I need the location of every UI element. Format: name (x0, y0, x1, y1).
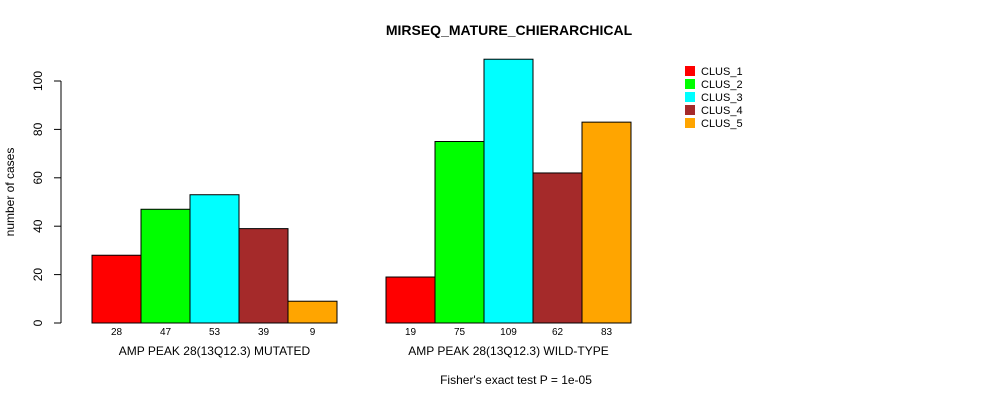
y-axis: 0 20 40 60 80 100 (31, 71, 62, 326)
legend-swatch (685, 79, 695, 89)
y-tick-label: 40 (31, 219, 45, 233)
group-label: AMP PEAK 28(13Q12.3) WILD-TYPE (408, 344, 609, 358)
y-tick-label: 60 (31, 171, 45, 185)
bar-clus-3-group-1 (189, 194, 240, 324)
legend-swatch (685, 118, 695, 128)
bar-clus-2-group-2 (434, 141, 485, 324)
chart-title: MIRSEQ_MATURE_CHIERARCHICAL (386, 22, 633, 38)
legend-swatch (685, 66, 695, 76)
y-tick-label: 20 (31, 268, 45, 282)
bar-clus-1-group-2 (385, 276, 436, 324)
y-tick-label: 100 (31, 71, 45, 91)
group-label: AMP PEAK 28(13Q12.3) MUTATED (119, 344, 311, 358)
bar-count-label: 9 (310, 327, 316, 338)
legend-swatch (685, 92, 695, 102)
legend-label: CLUS_1 (701, 66, 743, 78)
bar-clus-2-group-1 (140, 208, 191, 324)
bar-count-label: 19 (405, 327, 417, 338)
legend-swatch (685, 105, 695, 115)
bar-clus-3-group-2 (483, 58, 534, 324)
fisher-test-annotation: Fisher's exact test P = 1e-05 (440, 373, 592, 387)
legend-label: CLUS_3 (701, 92, 743, 104)
bar-count-label: 28 (111, 327, 123, 338)
legend-label: CLUS_2 (701, 79, 743, 91)
y-tick-label: 0 (31, 319, 45, 326)
legend-label: CLUS_5 (701, 118, 743, 130)
bar-count-label: 62 (552, 327, 564, 338)
bar-count-label: 47 (160, 327, 172, 338)
bar-clus-5-group-2 (581, 121, 632, 324)
bar-clus-1-group-1 (91, 254, 142, 324)
group-labels: AMP PEAK 28(13Q12.3) MUTATED AMP PEAK 28(… (119, 344, 609, 358)
y-axis-label: number of cases (3, 148, 17, 237)
bar-count-label: 53 (209, 327, 221, 338)
legend-label: CLUS_4 (701, 105, 743, 117)
bar-clus-4-group-1 (238, 228, 289, 324)
bar-clus-5-group-1 (287, 300, 338, 324)
bar-count-label: 75 (454, 327, 466, 338)
bar-count-label: 109 (500, 327, 517, 338)
bar-count-label: 39 (258, 327, 270, 338)
y-tick-label: 80 (31, 122, 45, 136)
bars (91, 58, 632, 324)
bar-count-labels: 28 47 53 39 9 19 75 109 62 83 (111, 327, 613, 338)
bar-clus-4-group-2 (532, 172, 583, 324)
bar-count-label: 83 (601, 327, 613, 338)
